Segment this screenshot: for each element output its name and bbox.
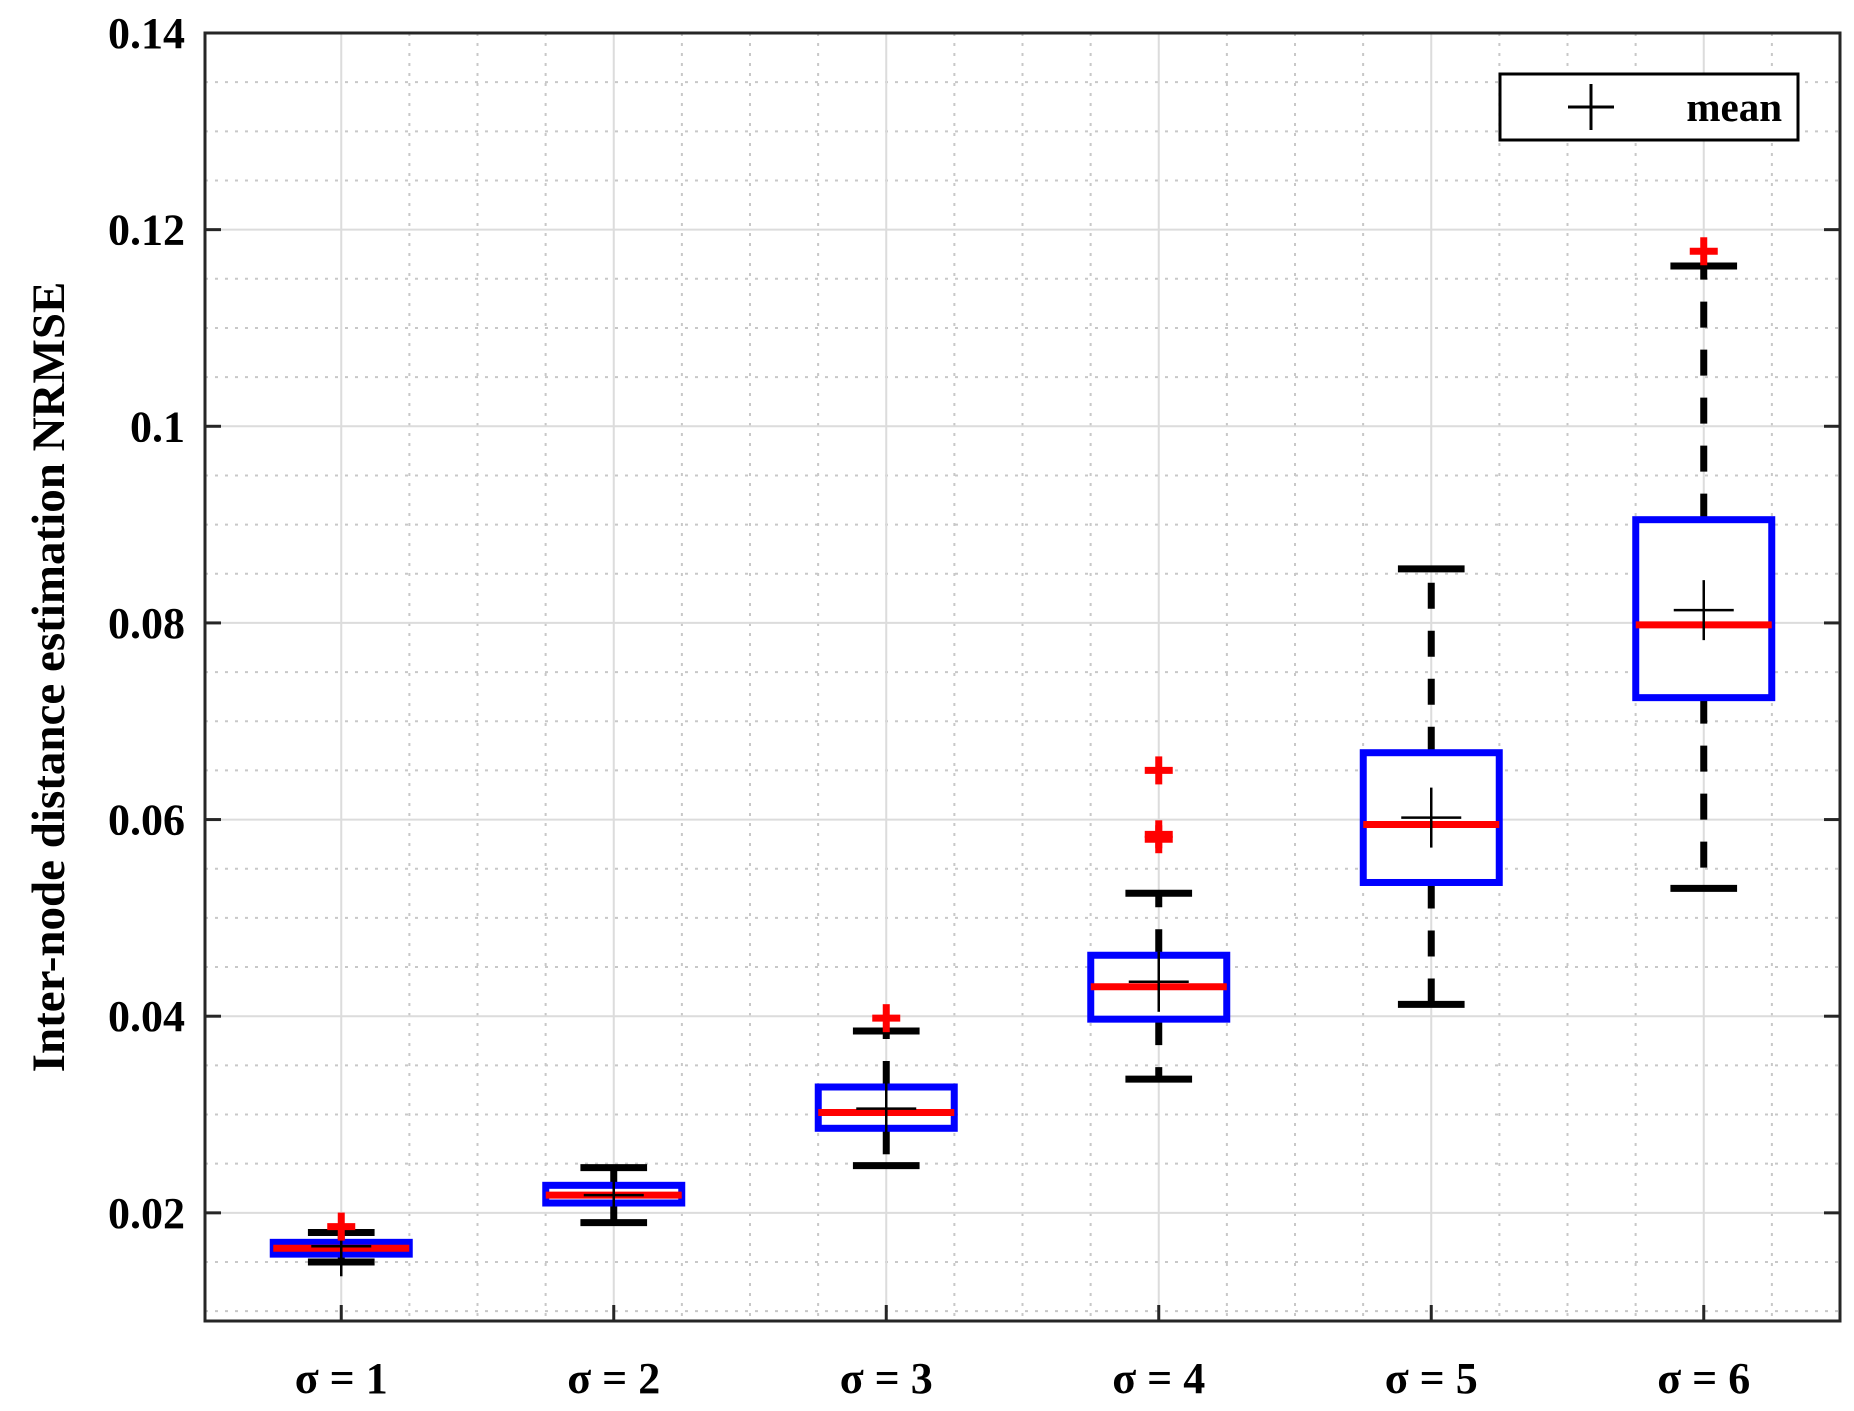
axis-ticks <box>205 31 1840 1321</box>
x-category-label: σ = 4 <box>1112 1354 1205 1403</box>
legend-entry-mean: mean <box>1686 84 1782 130</box>
y-tick-label: 0.14 <box>108 9 185 58</box>
y-tick-label: 0.12 <box>108 206 185 255</box>
y-tick-label: 0.08 <box>108 599 185 648</box>
plot-frame <box>203 31 1842 1323</box>
major-grid <box>205 32 1840 1321</box>
y-tick-label: 0.1 <box>130 402 185 451</box>
y-tick-label: 0.06 <box>108 796 185 845</box>
x-category-label: σ = 5 <box>1385 1354 1478 1403</box>
y-axis-label: Inter-node distance estimation NRMSE <box>23 282 75 1073</box>
x-tick-labels: σ = 1 σ = 2 σ = 3 σ = 4 σ = 5 σ = 6 <box>295 1354 1751 1403</box>
box-group <box>1632 237 1776 892</box>
legend-box <box>1498 72 1800 142</box>
x-category-label: σ = 3 <box>840 1354 933 1403</box>
x-category-label: σ = 1 <box>295 1354 388 1403</box>
x-category-label: σ = 2 <box>567 1354 660 1403</box>
box-group <box>1087 756 1231 1083</box>
boxes-layer <box>269 237 1776 1277</box>
legend: mean <box>1498 72 1800 142</box>
y-tick-label: 0.02 <box>108 1189 185 1238</box>
box-group <box>542 1164 686 1227</box>
box-group <box>269 1212 413 1277</box>
y-tick-labels: 0.02 0.04 0.06 0.08 0.1 0.12 0.14 <box>108 9 185 1238</box>
x-category-label: σ = 6 <box>1657 1354 1750 1403</box>
box-group <box>1359 565 1503 1008</box>
y-tick-label: 0.04 <box>108 992 185 1041</box>
box-group <box>814 1004 958 1170</box>
